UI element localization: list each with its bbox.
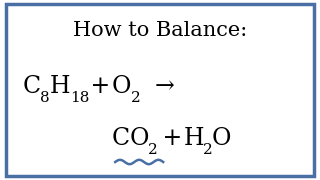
- Text: O: O: [211, 127, 231, 150]
- FancyBboxPatch shape: [6, 4, 314, 176]
- Text: 18: 18: [70, 91, 89, 105]
- Text: →: →: [140, 75, 175, 98]
- Text: O: O: [130, 127, 149, 150]
- Text: +: +: [155, 127, 190, 150]
- Text: 8: 8: [40, 91, 50, 105]
- Text: 2: 2: [203, 143, 213, 157]
- Text: 2: 2: [148, 143, 157, 157]
- Text: O: O: [112, 75, 132, 98]
- Text: H: H: [184, 127, 204, 150]
- Text: H: H: [50, 75, 70, 98]
- Text: How to Balance:: How to Balance:: [73, 21, 247, 40]
- Text: C: C: [112, 127, 130, 150]
- Text: C: C: [22, 75, 41, 98]
- Text: 2: 2: [131, 91, 140, 105]
- Text: +: +: [83, 75, 118, 98]
